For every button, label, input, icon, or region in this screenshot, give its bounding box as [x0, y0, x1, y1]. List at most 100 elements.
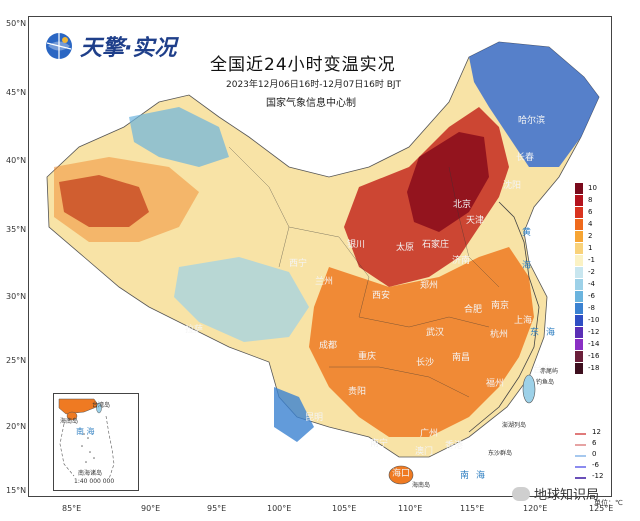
wechat-icon — [512, 486, 530, 501]
colorbar-swatch — [575, 351, 583, 363]
inset-label: 台湾岛 — [92, 402, 111, 409]
isoline-label: 12 — [592, 428, 601, 436]
province-boundaries — [228, 146, 500, 398]
cool-region-xinjiang — [129, 107, 229, 167]
isoline-swatch — [575, 433, 586, 435]
colorbar-swatch — [575, 219, 583, 231]
colorbar-swatch — [575, 363, 583, 375]
colorbar-label: -12 — [588, 328, 600, 336]
isoline-entry: -6 — [575, 461, 609, 472]
city-label: 澳门 — [415, 447, 434, 457]
city-label: 西安 — [372, 291, 391, 301]
colorbar-step: 10 — [575, 183, 609, 195]
city-label: 石家庄 — [422, 240, 450, 250]
city-label: 郑州 — [420, 281, 439, 291]
colorbar-step: -8 — [575, 303, 609, 315]
city-label: 银川 — [347, 240, 366, 250]
city-label: 南昌 — [452, 353, 471, 363]
isoline-label: 6 — [592, 439, 597, 447]
colorbar-label: -18 — [588, 364, 600, 372]
cold-patch-yunnan — [274, 387, 314, 442]
isoline-legend: 12 6 0 -6 -12 — [575, 428, 609, 483]
colorbar-swatch — [575, 339, 583, 351]
cold-region-northeast — [469, 42, 599, 167]
colorbar-step: 1 — [575, 243, 609, 255]
lat-label: 30°N — [6, 292, 27, 301]
colorbar-swatch — [575, 291, 583, 303]
colorbar-label: 2 — [588, 232, 593, 240]
colorbar-swatch — [575, 255, 583, 267]
lon-label: 95°E — [207, 504, 227, 513]
city-label: 天津 — [466, 216, 485, 226]
colorbar-swatch — [575, 315, 583, 327]
taiwan-island — [522, 374, 536, 404]
sea-label: 东 — [530, 328, 540, 338]
colorbar-label: -14 — [588, 340, 600, 348]
lat-label: 35°N — [6, 225, 27, 234]
city-label: 广州 — [420, 429, 439, 439]
isoline-swatch — [575, 444, 586, 446]
colorbar-step: -12 — [575, 327, 609, 339]
island-label: 赤尾屿 — [540, 368, 559, 375]
colorbar-label: 1 — [588, 244, 593, 252]
colorbar-step: -2 — [575, 267, 609, 279]
island-label: 海南岛 — [412, 482, 431, 489]
isoline-swatch — [575, 466, 586, 468]
city-label: 合肥 — [464, 305, 483, 315]
inset-label: 海南岛 — [60, 418, 79, 425]
isoline-swatch — [575, 455, 586, 457]
brand-logo: 天擎·实况 — [44, 30, 176, 62]
city-label: 沈阳 — [503, 181, 522, 191]
colorbar-swatch — [575, 267, 583, 279]
city-label: 济南 — [452, 256, 471, 266]
colorbar-label: 4 — [588, 220, 593, 228]
city-label: 昆明 — [305, 413, 324, 423]
city-label: 福州 — [486, 379, 505, 389]
city-label: 长春 — [516, 153, 535, 163]
map-title: 全国近24小时变温实况 — [210, 55, 396, 75]
lon-label: 100°E — [267, 504, 292, 513]
map-subtitle: 2023年12月06日16时-12月07日16时 BJT — [226, 80, 402, 90]
city-label: 武汉 — [426, 328, 445, 338]
inset-label: 南海诸岛 — [78, 470, 103, 477]
sea-label: 海 — [476, 471, 486, 481]
lon-label: 110°E — [398, 504, 423, 513]
colorbar-step: -1 — [575, 255, 609, 267]
colorbar-step: -14 — [575, 339, 609, 351]
isoline-label: -6 — [592, 461, 599, 469]
lat-label: 20°N — [6, 422, 27, 431]
city-label: 成都 — [319, 341, 338, 351]
colorbar-step: -10 — [575, 315, 609, 327]
south-china-sea-inset: 台湾岛 海南岛 南 海 南海诸岛 1:40 000 000 — [53, 393, 139, 491]
lon-label: 115°E — [460, 504, 485, 513]
island-label: 澎湖列岛 — [502, 422, 527, 429]
colorbar-step: 8 — [575, 195, 609, 207]
island-label: 钓鱼岛 — [536, 379, 555, 386]
city-label: 哈尔滨 — [518, 116, 546, 126]
city-label: 台北 — [533, 365, 552, 375]
colorbar-label: -6 — [588, 292, 595, 300]
colorbar-label: -8 — [588, 304, 595, 312]
city-label: 上海 — [514, 316, 533, 326]
colorbar-label: -10 — [588, 316, 600, 324]
lon-label: 90°E — [141, 504, 161, 513]
isoline-entry: -12 — [575, 472, 609, 483]
lat-label: 25°N — [6, 356, 27, 365]
cool-region-plateau — [174, 257, 309, 342]
hot-core-north — [407, 132, 489, 232]
colorbar-swatch — [575, 243, 583, 255]
colorbar-label: -1 — [588, 256, 595, 264]
city-label: 杭州 — [490, 330, 509, 340]
coastline — [468, 201, 540, 433]
watermark: 地球知识局 — [512, 484, 599, 503]
inset-label: 南 海 — [76, 427, 95, 436]
colorbar-step: -4 — [575, 279, 609, 291]
colorbar-step: 2 — [575, 231, 609, 243]
sea-label: 黄 — [522, 228, 532, 238]
lat-label: 40°N — [6, 156, 27, 165]
colorbar-label: 10 — [588, 184, 597, 192]
city-label: 太原 — [396, 243, 415, 253]
lon-label: 85°E — [62, 504, 82, 513]
warm-region-east — [309, 247, 534, 437]
